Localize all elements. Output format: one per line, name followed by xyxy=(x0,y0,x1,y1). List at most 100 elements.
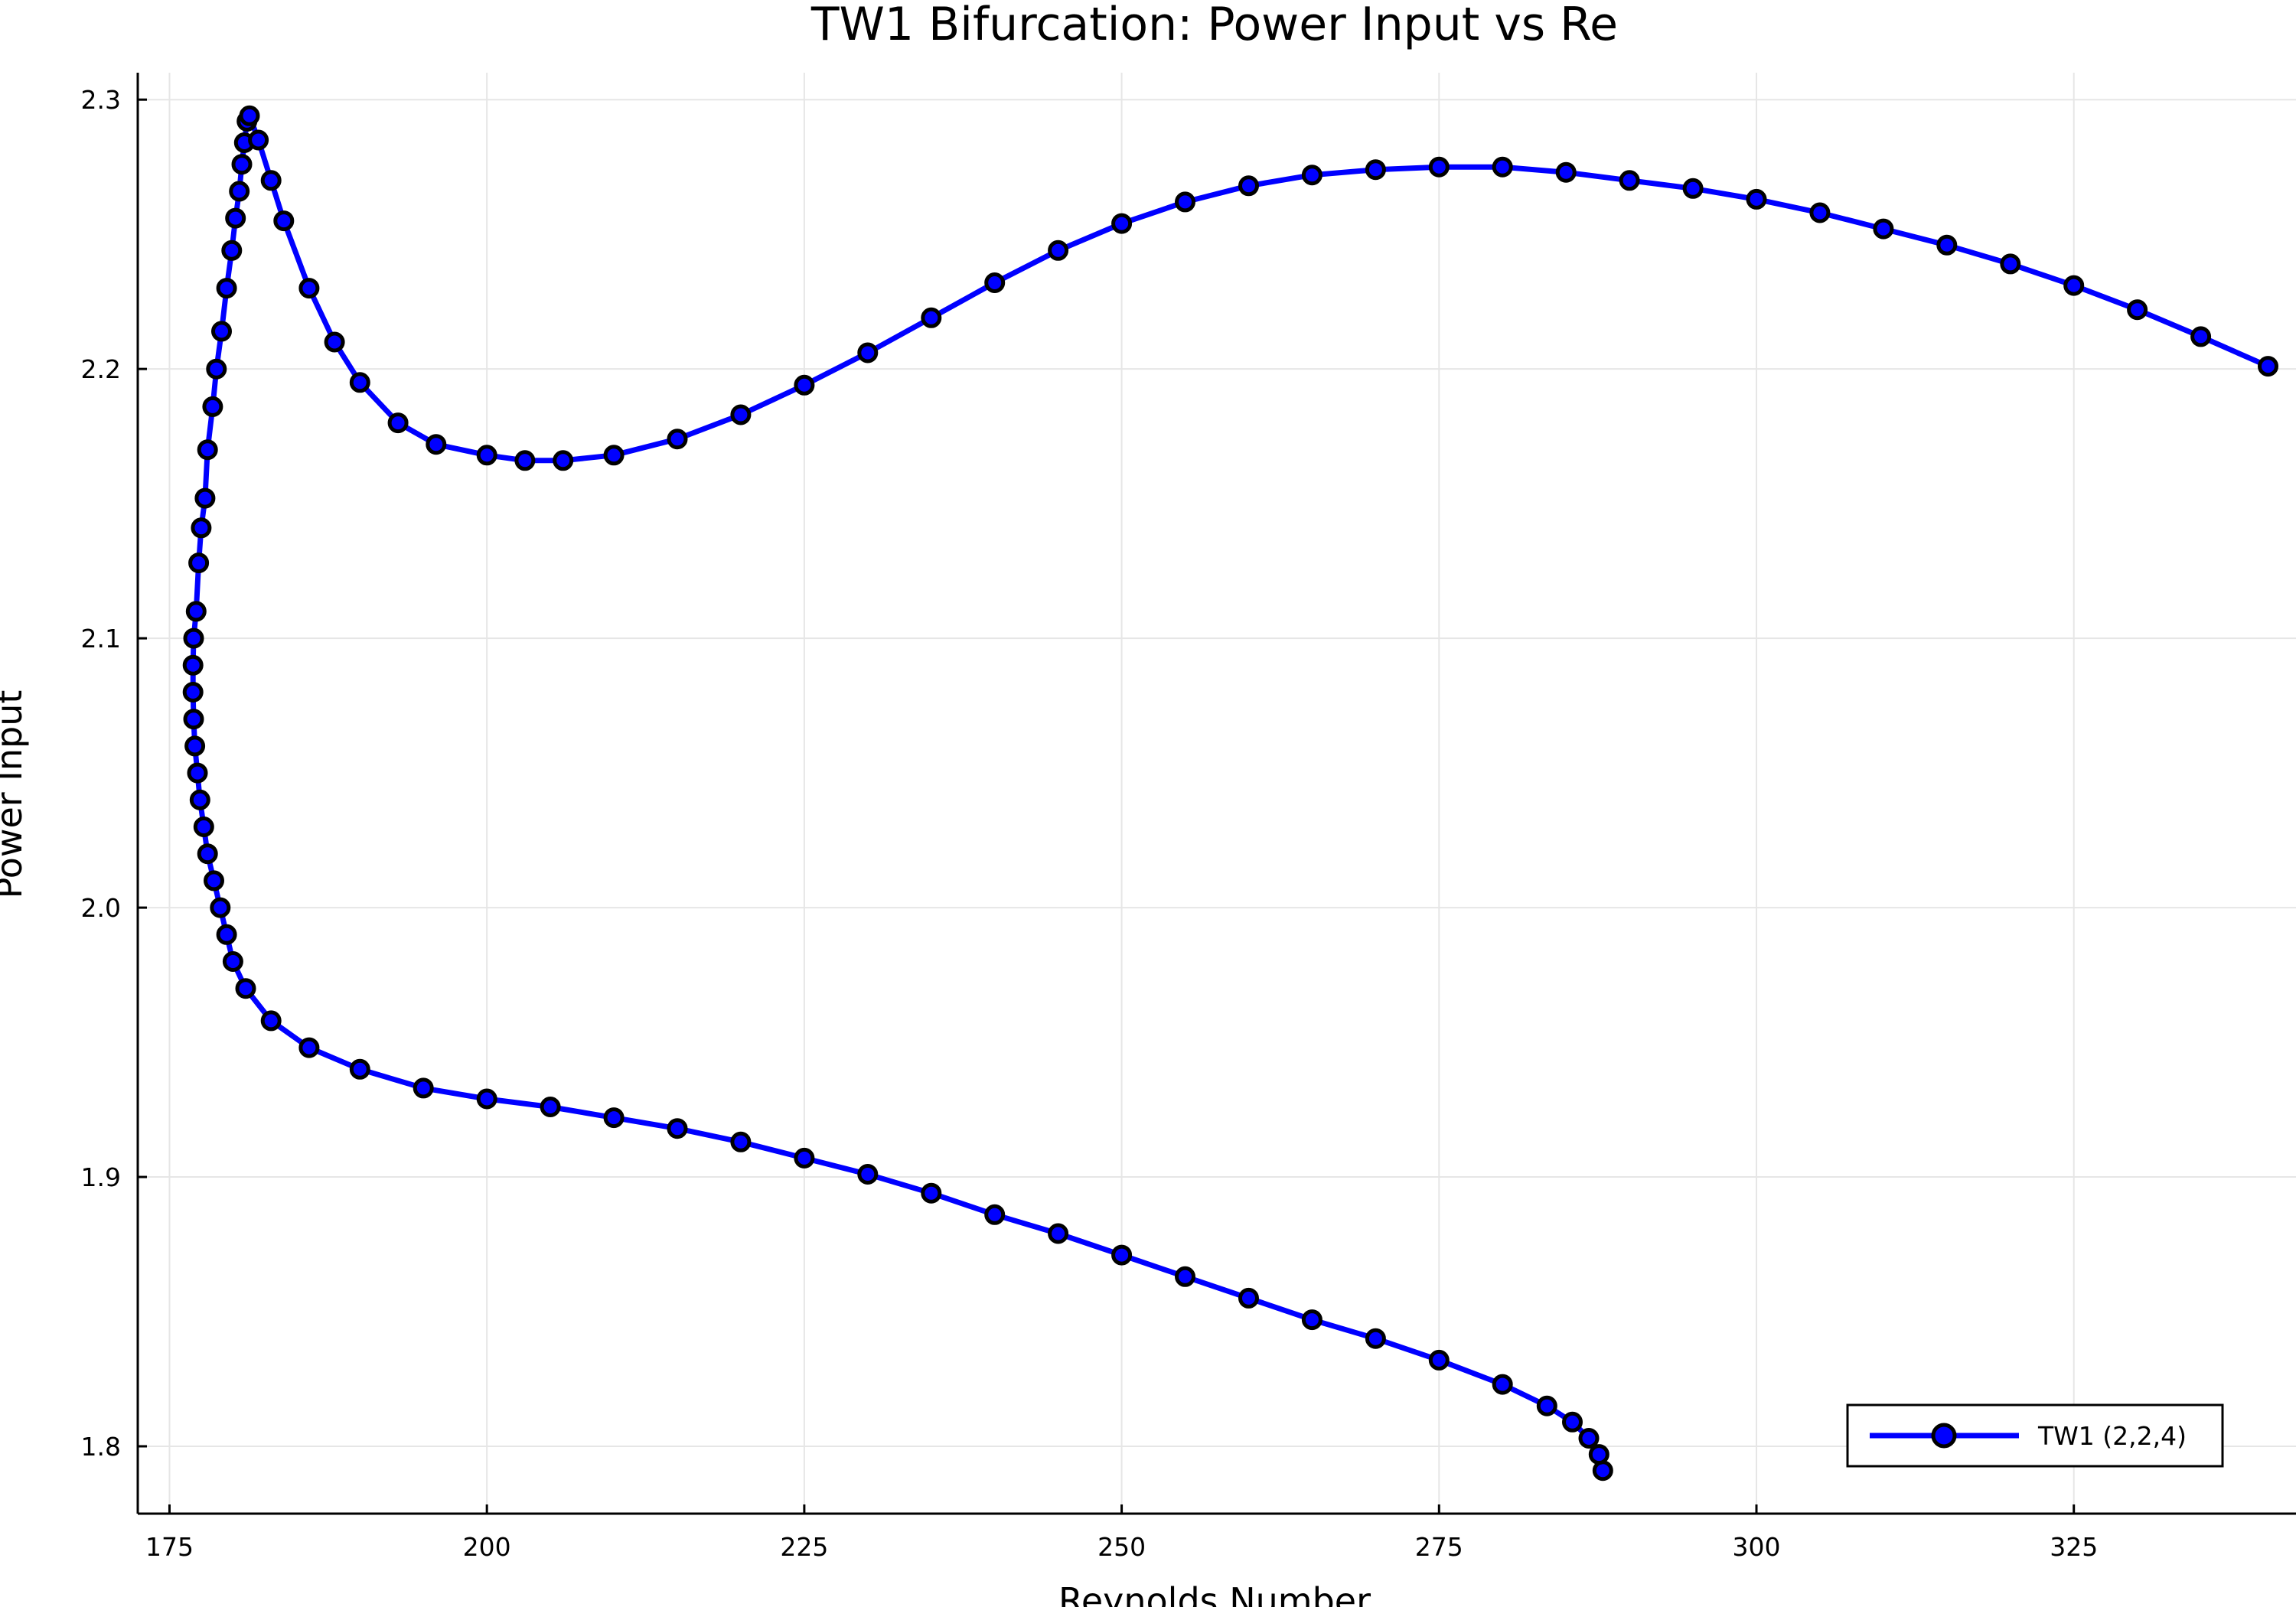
data-point xyxy=(194,487,216,509)
data-point xyxy=(1428,156,1450,178)
data-point xyxy=(1111,1244,1133,1266)
data-point xyxy=(221,240,243,261)
y-tick-label: 2.1 xyxy=(81,624,121,654)
x-tick-label: 225 xyxy=(780,1532,828,1562)
data-point xyxy=(206,358,227,380)
data-point xyxy=(603,445,625,466)
y-tick-label: 2.2 xyxy=(81,354,121,384)
data-point xyxy=(476,1088,497,1110)
data-point xyxy=(182,682,204,702)
x-tick-label: 200 xyxy=(463,1532,511,1562)
data-point xyxy=(921,1182,942,1204)
data-point xyxy=(1536,1395,1557,1416)
data-point xyxy=(2063,275,2085,296)
x-tick-label: 300 xyxy=(1733,1532,1781,1562)
grid xyxy=(138,73,2296,1514)
data-point xyxy=(1873,218,1894,240)
data-point xyxy=(1492,156,1513,178)
data-point xyxy=(193,817,214,837)
chart-title: TW1 Bifurcation: Power Input vs Re xyxy=(810,0,1618,51)
data-point xyxy=(273,210,295,232)
data-point xyxy=(324,331,345,353)
data-point xyxy=(1048,1223,1069,1244)
data-point xyxy=(667,429,688,450)
data-point xyxy=(730,404,752,425)
data-point xyxy=(187,762,208,784)
data-point xyxy=(1592,1460,1613,1482)
data-point xyxy=(183,627,204,649)
data-point xyxy=(1588,1444,1609,1465)
data-point xyxy=(1175,191,1195,213)
data-point xyxy=(1682,178,1704,199)
data-point xyxy=(298,1037,320,1058)
series-layer xyxy=(182,105,2278,1482)
series-line xyxy=(190,112,2271,1474)
data-point xyxy=(229,181,250,202)
data-point xyxy=(1048,240,1069,261)
axes: 175 200 225 250 275 300 325 1.8 1.9 2.0 2.1 2.2 2.3 xyxy=(81,73,2296,1562)
data-point xyxy=(730,1131,752,1152)
data-point xyxy=(216,278,237,299)
data-point xyxy=(225,207,246,229)
data-point xyxy=(921,307,942,328)
data-point xyxy=(984,1204,1006,1225)
data-point xyxy=(210,897,231,918)
legend-marker-swatch xyxy=(1931,1423,1957,1449)
data-point xyxy=(553,450,574,471)
data-point xyxy=(235,978,256,999)
data-point xyxy=(211,321,232,342)
data-point xyxy=(202,396,223,417)
y-tick-label: 1.9 xyxy=(81,1162,121,1192)
data-point xyxy=(197,843,218,865)
data-point xyxy=(1578,1428,1600,1449)
data-point xyxy=(2000,253,2021,275)
data-point xyxy=(183,709,204,730)
x-tick-label: 175 xyxy=(145,1532,194,1562)
data-point xyxy=(1175,1266,1195,1287)
data-point xyxy=(857,1164,879,1185)
data-point xyxy=(1365,159,1386,181)
data-point xyxy=(1809,202,1831,223)
data-point xyxy=(349,372,370,393)
data-point xyxy=(260,170,282,191)
data-point xyxy=(188,553,210,574)
data-point xyxy=(1238,175,1259,197)
data-point xyxy=(1555,161,1577,183)
data-point xyxy=(1428,1349,1450,1371)
x-axis-label: Reynolds Number xyxy=(1058,1580,1371,1607)
data-point xyxy=(984,272,1006,293)
data-point xyxy=(476,445,497,466)
data-point xyxy=(182,654,204,676)
data-point xyxy=(1301,1309,1322,1331)
data-point xyxy=(1936,234,1958,256)
data-point xyxy=(1301,165,1322,186)
data-point xyxy=(184,735,206,757)
data-point xyxy=(298,278,320,299)
x-tick-label: 250 xyxy=(1097,1532,1146,1562)
data-point xyxy=(413,1077,434,1099)
data-point xyxy=(197,439,218,461)
data-point xyxy=(387,412,409,434)
data-point xyxy=(1746,188,1767,210)
data-point xyxy=(603,1107,625,1129)
data-point xyxy=(1365,1328,1386,1349)
x-tick-label: 325 xyxy=(2050,1532,2098,1562)
data-point xyxy=(222,951,243,972)
legend-label: TW1 (2,2,4) xyxy=(2037,1421,2187,1451)
data-point xyxy=(1619,170,1640,191)
legend: TW1 (2,2,4) xyxy=(1846,1403,2224,1468)
y-tick-label: 1.8 xyxy=(81,1432,121,1462)
x-tick-label: 275 xyxy=(1415,1532,1463,1562)
data-point xyxy=(231,154,253,175)
data-point xyxy=(191,517,212,539)
data-point xyxy=(667,1118,688,1139)
data-point xyxy=(2127,299,2148,321)
y-axis-label: Power Input xyxy=(0,690,30,899)
data-point xyxy=(857,342,879,363)
data-point xyxy=(185,601,207,622)
y-tick-label: 2.0 xyxy=(81,893,121,923)
y-tick-label: 2.3 xyxy=(81,85,121,115)
data-point xyxy=(248,129,269,151)
